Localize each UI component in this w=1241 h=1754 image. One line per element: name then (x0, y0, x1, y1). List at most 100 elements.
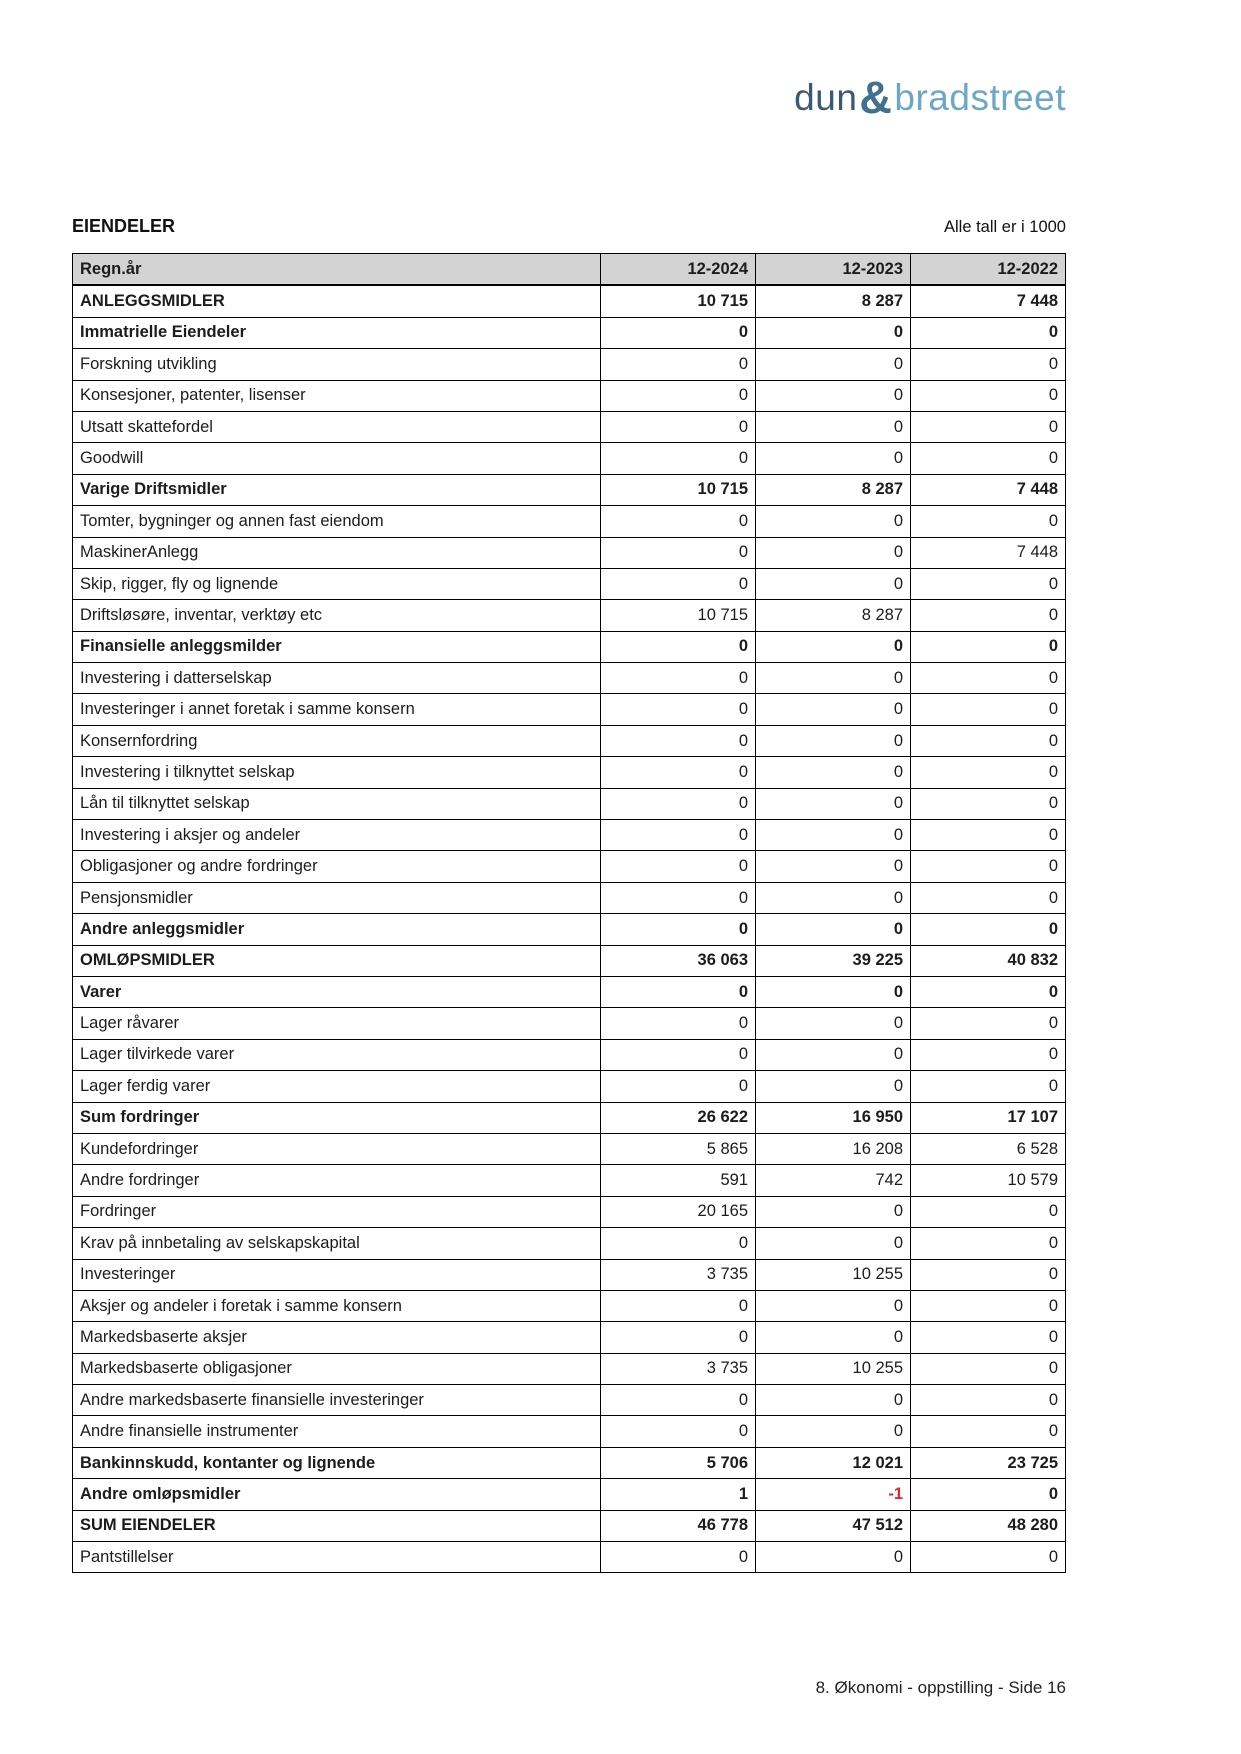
row-label: Pensjonsmidler (72, 881, 601, 915)
row-value: 0 (600, 1070, 756, 1103)
table-row: Pensjonsmidler 0 0 0 (72, 881, 1066, 915)
table-row: MaskinerAnlegg 0 0 7 448 (72, 536, 1066, 569)
row-value: 0 (910, 662, 1066, 695)
row-value: 0 (755, 787, 911, 821)
table-row: Krav på innbetaling av selskapskapital 0 0… (72, 1227, 1066, 1260)
row-label: Kundefordringer (72, 1132, 601, 1166)
balance-sheet-table: Regn.år 12-2024 12-2023 12-2022 ANLEGGSM… (72, 253, 1066, 1574)
row-label: Lager tilvirkede varer (72, 1038, 601, 1072)
table-row: Finansielle anleggsmilder 0 0 0 (72, 630, 1066, 664)
row-value: 0 (600, 975, 756, 1009)
row-value: 10 255 (755, 1258, 911, 1291)
row-value: 591 (600, 1164, 756, 1197)
row-value: 12 021 (755, 1446, 911, 1480)
row-label: Obligasjoner og andre fordringer (72, 850, 601, 883)
row-value: 0 (600, 505, 756, 538)
row-value: 1 (600, 1478, 756, 1511)
table-row: Goodwill 0 0 0 (72, 442, 1066, 475)
row-value: 7 448 (910, 536, 1066, 569)
row-value: 0 (600, 693, 756, 726)
row-value: 0 (755, 1195, 911, 1229)
row-value: 0 (600, 630, 756, 664)
row-value: 0 (755, 881, 911, 915)
row-value: 0 (755, 567, 911, 601)
row-label: Aksjer og andeler i foretak i samme kons… (72, 1289, 601, 1323)
row-label: Investering i tilknyttet selskap (72, 756, 601, 789)
row-value: 0 (600, 850, 756, 883)
row-label: Investering i datterselskap (72, 662, 601, 695)
table-row: Bankinnskudd, kontanter og lignende 5 706… (72, 1446, 1066, 1480)
row-label: Sum fordringer (72, 1101, 601, 1134)
row-value: 0 (910, 1195, 1066, 1229)
row-value: 3 735 (600, 1352, 756, 1386)
row-value: 0 (755, 442, 911, 475)
row-value: 0 (600, 1038, 756, 1072)
row-value: 0 (600, 1415, 756, 1448)
row-value: 3 735 (600, 1258, 756, 1291)
table-row: Varer 0 0 0 (72, 975, 1066, 1009)
table-row: Utsatt skattefordel 0 0 0 (72, 410, 1066, 444)
table-row: Kundefordringer 5 865 16 208 6 528 (72, 1132, 1066, 1166)
row-value: 0 (910, 787, 1066, 821)
table-row: Investering i aksjer og andeler 0 0 0 (72, 819, 1066, 852)
row-label: Tomter, bygninger og annen fast eiendom (72, 505, 601, 538)
row-label: Lån til tilknyttet selskap (72, 787, 601, 821)
row-value: 0 (755, 1070, 911, 1103)
row-label: Andre finansielle instrumenter (72, 1415, 601, 1448)
row-label: Lager råvarer (72, 1007, 601, 1040)
row-label: Immatrielle Eiendeler (72, 316, 601, 350)
row-label: Andre anleggsmidler (72, 913, 601, 946)
row-value: 7 448 (910, 284, 1066, 318)
row-value: 10 255 (755, 1352, 911, 1386)
row-value: 0 (600, 1289, 756, 1323)
table-row: Driftsløsøre, inventar, verktøy etc 10 71… (72, 599, 1066, 632)
row-value: 23 725 (910, 1446, 1066, 1480)
row-value: 0 (600, 787, 756, 821)
row-value: 0 (755, 850, 911, 883)
row-value: 10 579 (910, 1164, 1066, 1197)
row-value: 0 (910, 1415, 1066, 1448)
row-value: 0 (755, 1541, 911, 1574)
row-value: 0 (910, 1258, 1066, 1291)
row-value: 39 225 (755, 944, 911, 977)
row-value: 0 (755, 1321, 911, 1354)
row-value: 0 (755, 693, 911, 726)
table-row: Andre anleggsmidler 0 0 0 (72, 913, 1066, 946)
row-value: 16 208 (755, 1132, 911, 1166)
row-label: MaskinerAnlegg (72, 536, 601, 569)
row-label: OMLØPSMIDLER (72, 944, 601, 977)
row-value: 0 (600, 567, 756, 601)
row-label: Lager ferdig varer (72, 1070, 601, 1103)
row-label: Varer (72, 975, 601, 1009)
row-value: 0 (755, 819, 911, 852)
row-label: Krav på innbetaling av selskapskapital (72, 1227, 601, 1260)
table-row: Andre finansielle instrumenter 0 0 0 (72, 1415, 1066, 1448)
table-row: SUM EIENDELER 46 778 47 512 48 280 (72, 1509, 1066, 1543)
table-row: Forskning utvikling 0 0 0 (72, 348, 1066, 381)
row-value: 0 (600, 756, 756, 789)
row-value: 20 165 (600, 1195, 756, 1229)
table-row: Lån til tilknyttet selskap 0 0 0 (72, 787, 1066, 821)
table-row: Pantstillelser 0 0 0 (72, 1541, 1066, 1574)
row-value: 0 (755, 630, 911, 664)
row-value: 0 (910, 881, 1066, 915)
column-header-regnar: Regn.år (72, 253, 601, 287)
row-value: 7 448 (910, 473, 1066, 507)
row-value: 0 (910, 693, 1066, 726)
row-value: 48 280 (910, 1509, 1066, 1543)
row-value: -1 (755, 1478, 911, 1511)
row-value: 0 (910, 1227, 1066, 1260)
row-value: 0 (910, 975, 1066, 1009)
row-value: 0 (910, 1352, 1066, 1386)
row-value: 10 715 (600, 473, 756, 507)
row-value: 0 (600, 724, 756, 758)
row-value: 0 (910, 913, 1066, 946)
row-value: 16 950 (755, 1101, 911, 1134)
table-row: Andre fordringer 591 742 10 579 (72, 1164, 1066, 1197)
row-label: ANLEGGSMIDLER (72, 284, 601, 318)
row-value: 0 (910, 505, 1066, 538)
column-header-12-2024: 12-2024 (600, 253, 756, 287)
table-row: Aksjer og andeler i foretak i samme kons… (72, 1289, 1066, 1323)
row-label: Fordringer (72, 1195, 601, 1229)
